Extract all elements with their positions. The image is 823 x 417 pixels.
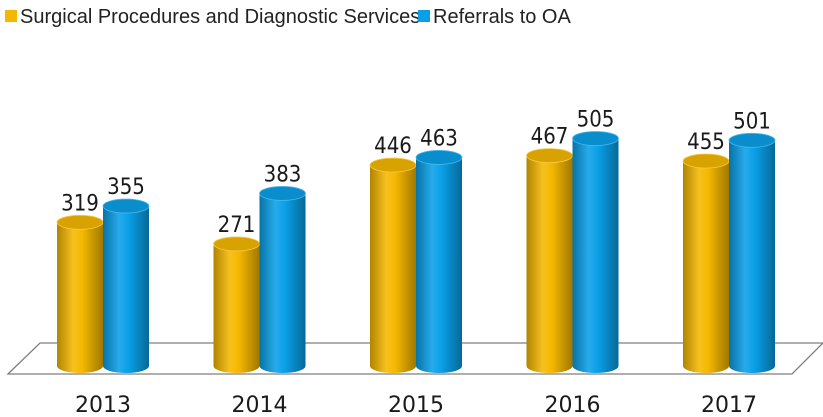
category-axis: 2013 2014 2015 2016 2017	[75, 393, 757, 417]
value-label-referrals-to-oa-2013: 355	[107, 175, 145, 200]
bar-referrals-to-oa-2013	[102, 198, 150, 373]
bar-surgical-procedures-and-diagnostic-services-2013	[56, 214, 104, 373]
category-label-2015: 2015	[388, 393, 444, 417]
value-label-surgical-procedures-and-diagnostic-services-2017: 455	[687, 130, 725, 155]
bar-referrals-to-oa-2014	[259, 186, 306, 374]
category-label-2013: 2013	[75, 393, 131, 417]
bar-surgical-procedures-and-diagnostic-services-2017	[682, 153, 730, 373]
bar-referrals-to-oa-2017	[728, 132, 776, 373]
legend-label-referrals-to-oa: Referrals to OA	[433, 6, 571, 28]
category-label-2017: 2017	[701, 393, 757, 417]
legend-swatch-surgical-procedures-and-diagnostic-services	[5, 10, 17, 22]
value-label-surgical-procedures-and-diagnostic-services-2014: 271	[218, 213, 256, 238]
bars-group	[56, 131, 776, 374]
value-label-referrals-to-oa-2014: 383	[264, 162, 302, 187]
bar-referrals-to-oa-2016	[572, 131, 619, 374]
legend: Surgical Procedures and Diagnostic Servi…	[5, 6, 571, 28]
value-label-surgical-procedures-and-diagnostic-services-2015: 446	[374, 134, 412, 159]
value-label-referrals-to-oa-2016: 505	[577, 107, 615, 132]
bar-surgical-procedures-and-diagnostic-services-2014	[213, 236, 260, 374]
value-label-surgical-procedures-and-diagnostic-services-2016: 467	[531, 125, 569, 150]
category-label-2014: 2014	[232, 393, 288, 417]
value-label-referrals-to-oa-2015: 463	[420, 126, 458, 151]
bar-surgical-procedures-and-diagnostic-services-2015	[369, 157, 417, 373]
value-label-referrals-to-oa-2017: 501	[733, 109, 771, 134]
category-label-2016: 2016	[545, 393, 601, 417]
value-label-surgical-procedures-and-diagnostic-services-2013: 319	[61, 191, 99, 216]
bar-referrals-to-oa-2015	[415, 150, 463, 373]
legend-swatch-referrals-to-oa	[418, 10, 430, 22]
bar-surgical-procedures-and-diagnostic-services-2016	[526, 148, 573, 374]
value-labels-group: 319 355 271 383 446 463 467 505 455 501	[61, 107, 771, 237]
legend-label-surgical-procedures-and-diagnostic-services: Surgical Procedures and Diagnostic Servi…	[20, 6, 420, 28]
